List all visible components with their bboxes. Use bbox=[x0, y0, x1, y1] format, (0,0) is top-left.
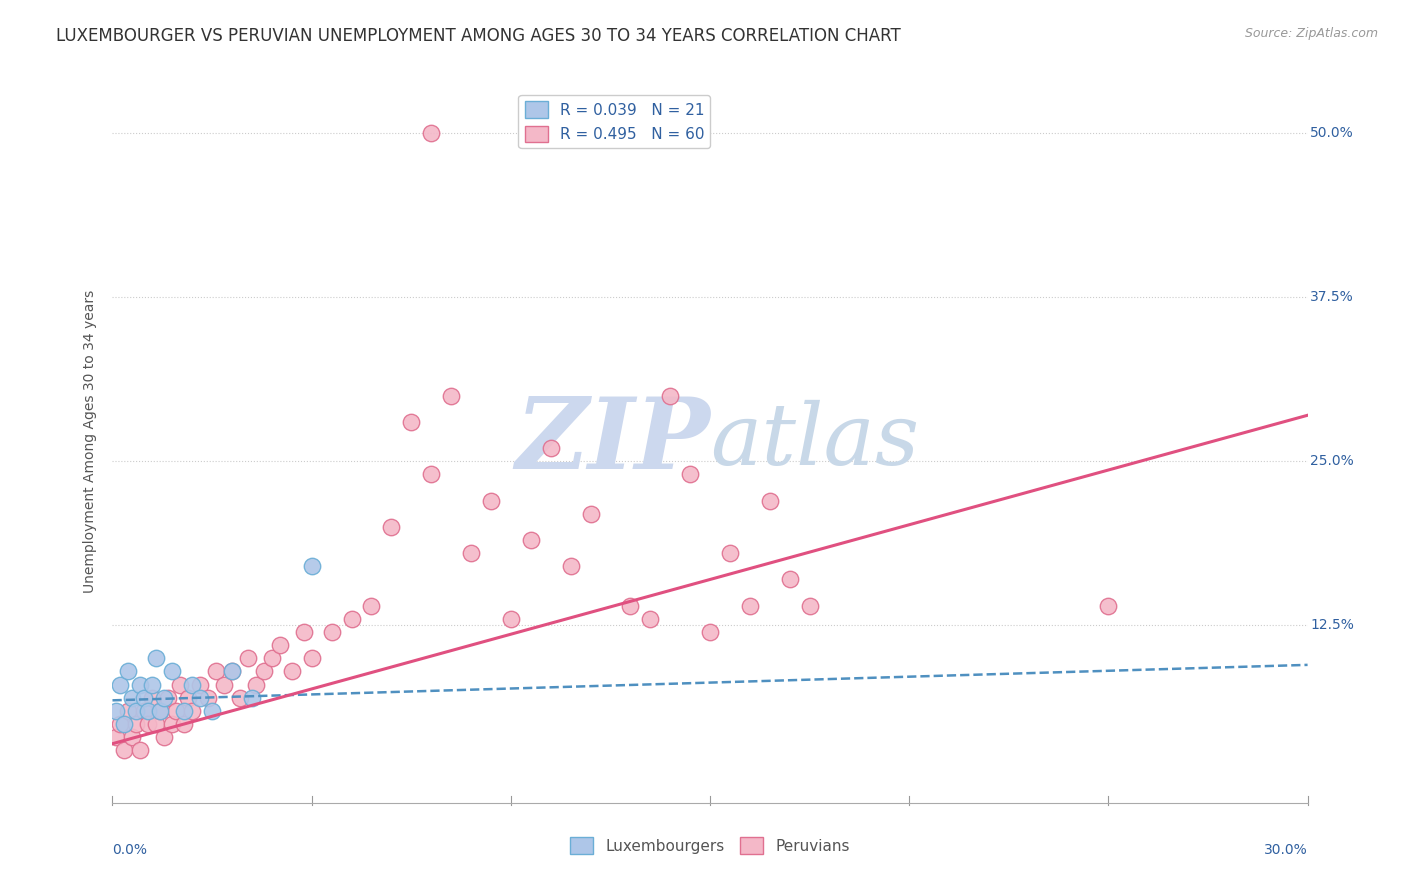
Point bbox=[212, 677, 235, 691]
Point bbox=[799, 599, 821, 613]
Text: 0.0%: 0.0% bbox=[112, 843, 148, 856]
Point bbox=[188, 677, 211, 691]
Text: 12.5%: 12.5% bbox=[1310, 618, 1354, 632]
Point bbox=[260, 651, 283, 665]
Point bbox=[114, 743, 135, 757]
Text: 50.0%: 50.0% bbox=[1310, 126, 1354, 140]
Point bbox=[440, 388, 463, 402]
Point bbox=[499, 612, 522, 626]
Point bbox=[141, 690, 163, 705]
Point bbox=[149, 704, 172, 718]
Point bbox=[129, 677, 152, 691]
Point bbox=[173, 704, 195, 718]
Point bbox=[114, 717, 135, 731]
Point bbox=[110, 677, 132, 691]
Point bbox=[779, 573, 801, 587]
Point bbox=[679, 467, 702, 482]
Point bbox=[380, 520, 402, 534]
Point bbox=[125, 717, 148, 731]
Point bbox=[165, 704, 187, 718]
Point bbox=[281, 665, 304, 679]
Point bbox=[240, 690, 263, 705]
Point bbox=[181, 704, 204, 718]
Point bbox=[121, 690, 143, 705]
Point bbox=[560, 559, 582, 574]
Point bbox=[173, 717, 195, 731]
Legend: Luxembourgers, Peruvians: Luxembourgers, Peruvians bbox=[564, 831, 856, 860]
Point bbox=[420, 126, 443, 140]
Point bbox=[292, 625, 315, 640]
Text: ZIP: ZIP bbox=[515, 393, 710, 490]
Point bbox=[138, 717, 160, 731]
Text: 25.0%: 25.0% bbox=[1310, 454, 1354, 468]
Point bbox=[121, 730, 143, 744]
Text: Source: ZipAtlas.com: Source: ZipAtlas.com bbox=[1244, 27, 1378, 40]
Point bbox=[138, 704, 160, 718]
Point bbox=[301, 559, 323, 574]
Point bbox=[134, 690, 156, 705]
Point bbox=[134, 704, 156, 718]
Point bbox=[460, 546, 482, 560]
Point bbox=[640, 612, 662, 626]
Point bbox=[105, 730, 128, 744]
Point bbox=[520, 533, 543, 547]
Point bbox=[162, 717, 183, 731]
Point bbox=[141, 677, 163, 691]
Point bbox=[181, 677, 204, 691]
Point bbox=[401, 415, 423, 429]
Text: 37.5%: 37.5% bbox=[1310, 290, 1354, 304]
Point bbox=[253, 665, 276, 679]
Text: LUXEMBOURGER VS PERUVIAN UNEMPLOYMENT AMONG AGES 30 TO 34 YEARS CORRELATION CHAR: LUXEMBOURGER VS PERUVIAN UNEMPLOYMENT AM… bbox=[56, 27, 901, 45]
Point bbox=[177, 690, 200, 705]
Point bbox=[205, 665, 228, 679]
Point bbox=[420, 467, 443, 482]
Point bbox=[479, 493, 502, 508]
Point bbox=[1097, 599, 1119, 613]
Point bbox=[188, 690, 211, 705]
Point bbox=[117, 665, 139, 679]
Point bbox=[540, 441, 562, 455]
Point bbox=[221, 665, 243, 679]
Point bbox=[229, 690, 252, 705]
Point bbox=[738, 599, 761, 613]
Point bbox=[162, 665, 183, 679]
Point bbox=[718, 546, 741, 560]
Text: 30.0%: 30.0% bbox=[1264, 843, 1308, 856]
Point bbox=[157, 690, 180, 705]
Point bbox=[321, 625, 343, 640]
Point bbox=[125, 704, 148, 718]
Y-axis label: Unemployment Among Ages 30 to 34 years: Unemployment Among Ages 30 to 34 years bbox=[83, 290, 97, 593]
Point bbox=[759, 493, 782, 508]
Point bbox=[659, 388, 682, 402]
Point bbox=[221, 665, 243, 679]
Point bbox=[245, 677, 267, 691]
Point bbox=[201, 704, 224, 718]
Point bbox=[145, 651, 167, 665]
Point bbox=[699, 625, 721, 640]
Point bbox=[149, 704, 172, 718]
Point bbox=[169, 677, 191, 691]
Point bbox=[269, 638, 291, 652]
Point bbox=[360, 599, 382, 613]
Point bbox=[236, 651, 259, 665]
Point bbox=[579, 507, 602, 521]
Point bbox=[340, 612, 363, 626]
Text: atlas: atlas bbox=[710, 401, 920, 483]
Point bbox=[197, 690, 219, 705]
Point bbox=[117, 704, 139, 718]
Point bbox=[145, 717, 167, 731]
Point bbox=[619, 599, 641, 613]
Point bbox=[110, 717, 132, 731]
Point bbox=[129, 743, 152, 757]
Point bbox=[301, 651, 323, 665]
Point bbox=[105, 704, 128, 718]
Point bbox=[153, 730, 176, 744]
Point bbox=[153, 690, 176, 705]
